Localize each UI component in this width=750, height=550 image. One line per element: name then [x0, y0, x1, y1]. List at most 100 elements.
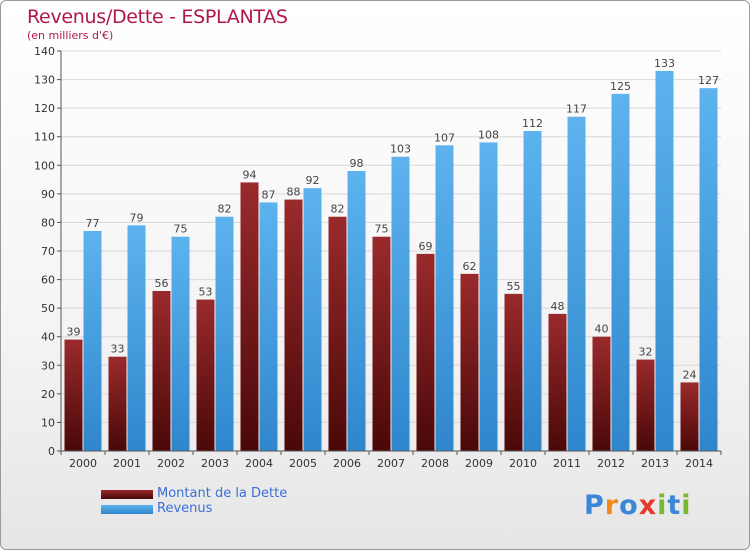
bar-dette: [64, 339, 83, 451]
logo-letter: x: [638, 490, 658, 521]
y-tick-label: 120: [34, 102, 55, 115]
value-label-revenus: 127: [698, 74, 719, 87]
bar-dette: [636, 359, 655, 451]
x-tick-label: 2011: [553, 457, 581, 470]
bar-dette: [416, 253, 435, 451]
value-label-revenus: 77: [86, 217, 100, 230]
bars: [64, 71, 718, 452]
bar-revenus: [215, 216, 234, 451]
y-tick-label: 0: [48, 445, 55, 458]
value-label-dette: 32: [639, 346, 653, 359]
x-tick-label: 2010: [509, 457, 537, 470]
y-tick-label: 30: [41, 359, 55, 372]
value-label-revenus: 82: [218, 203, 232, 216]
bar-revenus: [171, 236, 190, 451]
chart-title: Revenus/Dette - ESPLANTAS: [27, 6, 288, 28]
bar-revenus: [699, 88, 718, 452]
bar-revenus: [655, 71, 674, 451]
value-label-dette: 40: [595, 323, 609, 336]
logo-letter: i: [681, 490, 692, 521]
value-label-revenus: 125: [610, 80, 631, 93]
bar-dette: [504, 293, 523, 451]
legend-label-dette: Montant de la Dette: [157, 486, 288, 501]
x-tick-label: 2004: [245, 457, 273, 470]
bar-dette: [548, 313, 567, 451]
y-tick-label: 10: [41, 416, 55, 429]
bar-revenus: [127, 225, 146, 451]
value-label-dette: 94: [243, 168, 257, 181]
bar-revenus: [479, 142, 498, 451]
bar-revenus: [523, 131, 542, 451]
x-tick-label: 2009: [465, 457, 493, 470]
value-label-dette: 33: [111, 343, 125, 356]
bar-revenus: [391, 156, 410, 451]
x-axis-ticks: 2000 2001 2002 2003 2004 2005 2006 2007 2008 2009…: [60, 451, 722, 470]
bar-dette: [328, 216, 347, 451]
value-label-revenus: 117: [566, 103, 587, 116]
bar-dette: [284, 199, 303, 451]
value-label-revenus: 75: [174, 223, 188, 236]
legend-swatch-revenus: [101, 505, 153, 514]
y-tick-label: 90: [41, 188, 55, 201]
logo-letter: P: [584, 490, 605, 521]
bar-revenus: [303, 188, 322, 451]
x-tick-label: 2000: [69, 457, 97, 470]
bar-revenus: [347, 171, 366, 451]
value-label-revenus: 103: [390, 143, 411, 156]
value-label-dette: 24: [683, 368, 697, 381]
bar-dette: [152, 291, 171, 451]
logo-letter: t: [667, 490, 682, 521]
x-tick-label: 2005: [289, 457, 317, 470]
value-label-dette: 75: [375, 223, 389, 236]
legend-label-revenus: Revenus: [157, 501, 213, 516]
value-label-dette: 56: [155, 277, 169, 290]
value-label-revenus: 108: [478, 128, 499, 141]
bar-revenus: [83, 231, 102, 451]
bar-dette: [196, 299, 215, 451]
value-label-dette: 53: [199, 286, 213, 299]
value-labels: 39 77 33 79 56 75 53 82 94 87 88 92 82 98 75 103 69 107 62…: [67, 57, 720, 381]
y-tick-label: 130: [34, 74, 55, 87]
value-label-revenus: 79: [130, 211, 144, 224]
value-label-dette: 55: [507, 280, 521, 293]
bar-dette: [460, 273, 479, 451]
proxiti-logo: Proxiti: [584, 490, 692, 521]
logo-letter: i: [657, 490, 668, 521]
chart-subtitle: (en milliers d'€): [27, 29, 114, 42]
value-label-dette: 39: [67, 326, 81, 339]
y-tick-label: 20: [41, 388, 55, 401]
bar-dette: [108, 356, 127, 451]
bar-dette: [240, 182, 259, 451]
value-label-revenus: 98: [350, 157, 364, 170]
value-label-dette: 69: [419, 240, 433, 253]
bar-dette: [680, 382, 699, 451]
x-tick-label: 2002: [157, 457, 185, 470]
y-tick-label: 140: [34, 45, 55, 58]
y-axis-ticks: 0 10 20 30 40 50 60 70 80 90 100 110 120 130 140: [34, 45, 61, 458]
y-tick-label: 40: [41, 331, 55, 344]
bar-revenus: [611, 93, 630, 451]
value-label-dette: 82: [331, 203, 345, 216]
x-tick-label: 2001: [113, 457, 141, 470]
x-tick-label: 2007: [377, 457, 405, 470]
value-label-dette: 48: [551, 300, 565, 313]
value-label-revenus: 133: [654, 57, 675, 70]
y-tick-label: 80: [41, 216, 55, 229]
y-tick-label: 70: [41, 245, 55, 258]
bar-revenus: [567, 116, 586, 451]
value-label-revenus: 107: [434, 131, 455, 144]
value-label-dette: 62: [463, 260, 477, 273]
bar-dette: [372, 236, 391, 451]
grid-lines: [61, 50, 721, 452]
x-tick-label: 2008: [421, 457, 449, 470]
y-tick-label: 100: [34, 159, 55, 172]
bar-revenus: [435, 145, 454, 452]
bar-dette: [592, 336, 611, 451]
bar-revenus: [259, 202, 278, 451]
y-tick-label: 50: [41, 302, 55, 315]
x-tick-label: 2014: [685, 457, 713, 470]
x-tick-label: 2013: [641, 457, 669, 470]
y-tick-label: 110: [34, 131, 55, 144]
